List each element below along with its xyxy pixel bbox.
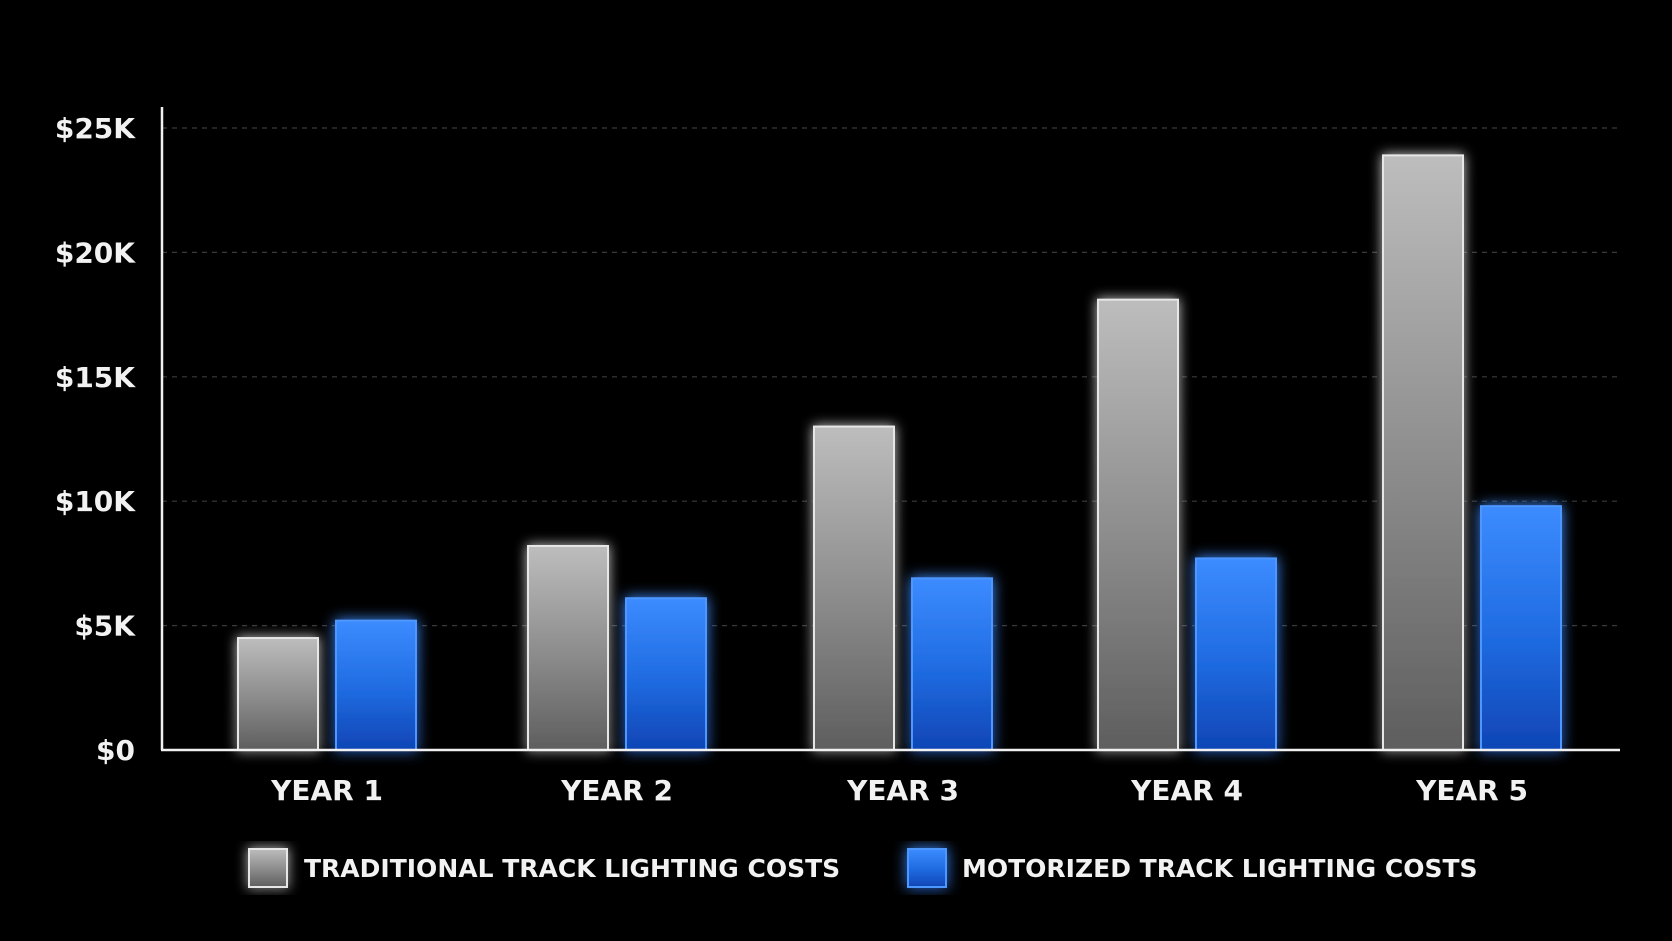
legend-label-motorized: MOTORIZED TRACK LIGHTING COSTS (962, 854, 1478, 883)
y-tick-label: $20K (55, 236, 136, 269)
bar-traditional-year-2 (527, 544, 609, 752)
bar-motorized-year-1 (335, 619, 417, 752)
x-category-label: YEAR 3 (846, 774, 959, 807)
legend-swatch-traditional (248, 848, 288, 888)
bar-traditional-year-5 (1382, 154, 1464, 752)
bar-traditional-year-4 (1097, 298, 1179, 751)
bar-motorized-year-3 (911, 577, 993, 751)
axes (160, 107, 1620, 752)
y-tick-label: $5K (74, 610, 136, 643)
x-category-label: YEAR 4 (1130, 774, 1243, 807)
y-tick-label: $25K (55, 112, 136, 145)
y-tick-label: $0 (96, 734, 135, 767)
legend-swatch-motorized (907, 848, 947, 888)
bar-motorized-year-4 (1195, 557, 1277, 752)
x-axis-labels: YEAR 1 YEAR 2 YEAR 3 YEAR 4 YEAR 5 (270, 774, 1528, 807)
x-category-label: YEAR 2 (560, 774, 673, 807)
x-category-label: YEAR 5 (1415, 774, 1528, 807)
legend-label-traditional: TRADITIONAL TRACK LIGHTING COSTS (304, 854, 840, 883)
y-tick-label: $10K (55, 485, 136, 518)
bar-traditional-year-1 (237, 637, 319, 751)
bar-motorized-year-2 (625, 597, 707, 751)
bar-traditional-year-3 (813, 425, 895, 751)
legend: TRADITIONAL TRACK LIGHTING COSTS MOTORIZE… (248, 848, 1478, 888)
x-category-label: YEAR 1 (270, 774, 383, 807)
bar-motorized-year-5 (1480, 505, 1562, 751)
y-axis-ticks: $0 $5K $10K $15K $20K $25K (55, 112, 136, 767)
bars (237, 154, 1562, 752)
y-tick-label: $15K (55, 361, 136, 394)
